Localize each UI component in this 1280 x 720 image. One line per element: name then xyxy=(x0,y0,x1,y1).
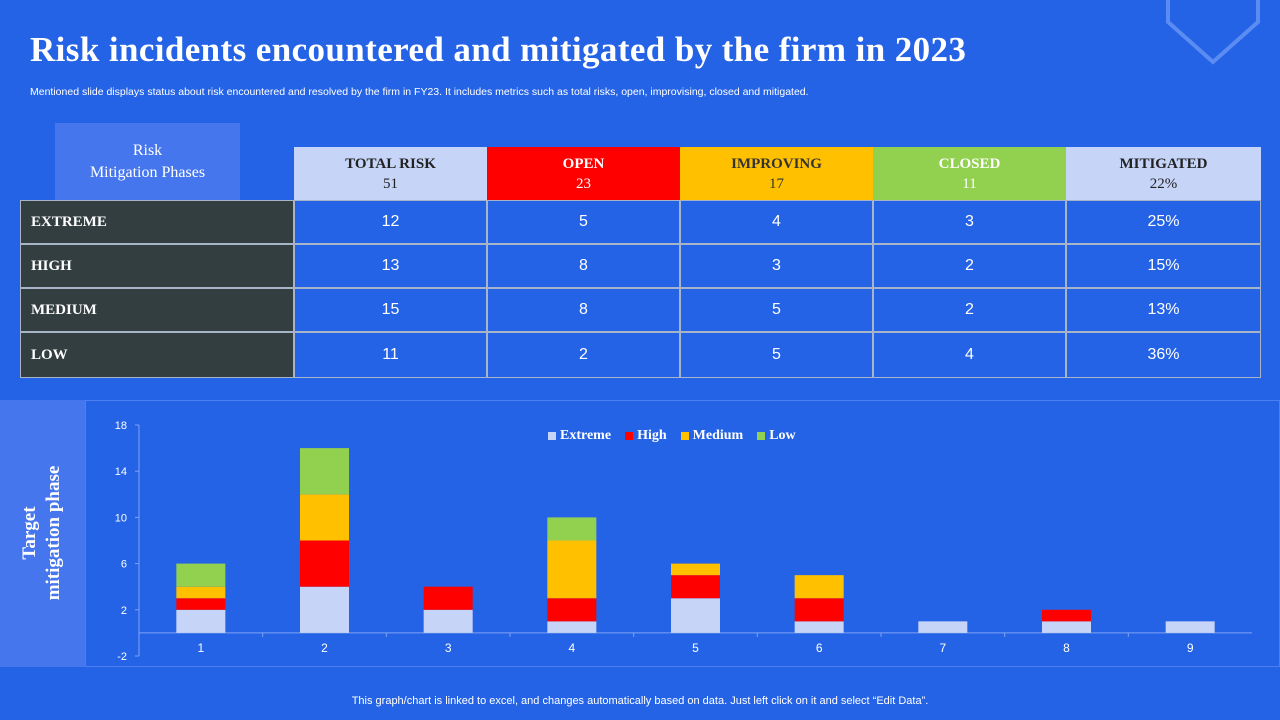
legend-item-high: High xyxy=(625,428,667,444)
risk-mitigation-phases-header: Risk Mitigation Phases xyxy=(55,123,240,200)
legend-item-medium: Medium xyxy=(680,428,744,444)
table-cell: 3 xyxy=(680,244,873,288)
column-header-total: 17 xyxy=(769,175,784,192)
table-cell: 13% xyxy=(1066,288,1261,332)
legend-label: High xyxy=(637,428,667,443)
table-cell: 4 xyxy=(873,332,1066,378)
column-header-total: 22% xyxy=(1149,175,1178,192)
column-header-label: TOTAL RISK xyxy=(345,155,436,172)
table-cell: 8 xyxy=(487,244,680,288)
table-cell: 11 xyxy=(294,332,487,378)
legend-label: Extreme xyxy=(560,428,612,443)
hexagon-decoration-icon xyxy=(1166,0,1260,65)
legend-label: Medium xyxy=(692,428,744,443)
page-title: Risk incidents encountered and mitigated… xyxy=(30,30,967,69)
table-cell: 8 xyxy=(487,288,680,332)
side-label-line1: Target xyxy=(19,506,40,560)
column-header-improving: IMPROVING 17 xyxy=(680,147,873,200)
table-cell: 2 xyxy=(873,288,1066,332)
table-cell: 5 xyxy=(680,332,873,378)
side-label-line2: mitigation phase xyxy=(43,465,64,601)
page-subtitle: Mentioned slide displays status about ri… xyxy=(30,86,809,98)
column-header-total: 23 xyxy=(576,175,591,192)
row-label-high: HIGH xyxy=(20,244,294,288)
legend-item-extreme: Extreme xyxy=(548,428,611,444)
table-cell: 15 xyxy=(294,288,487,332)
legend-item-low: Low xyxy=(757,428,796,444)
footer-note: This graph/chart is linked to excel, and… xyxy=(351,695,929,707)
phase-label-line2: Mitigation Phases xyxy=(89,163,206,181)
column-header-total: 11 xyxy=(962,175,977,192)
column-header-total-risk: TOTAL RISK 51 xyxy=(294,147,487,200)
row-label-extreme: EXTREME xyxy=(20,200,294,244)
chart-legend: Extreme High Medium Low xyxy=(548,428,796,444)
column-header-open: OPEN 23 xyxy=(487,147,680,200)
phase-label-line1: Risk xyxy=(132,141,163,159)
table-cell: 5 xyxy=(680,288,873,332)
legend-swatch xyxy=(680,432,689,440)
row-label-medium: MEDIUM xyxy=(20,288,294,332)
column-header-label: CLOSED xyxy=(938,155,1001,172)
column-header-mitigated: MITIGATED 22% xyxy=(1066,147,1261,200)
target-mitigation-phase-panel xyxy=(0,400,85,667)
table-cell: 12 xyxy=(294,200,487,244)
column-header-closed: CLOSED 11 xyxy=(873,147,1066,200)
legend-label: Low xyxy=(769,428,796,443)
column-header-label: OPEN xyxy=(562,155,605,172)
column-header-total: 51 xyxy=(383,175,398,192)
row-label-low: LOW xyxy=(20,332,294,378)
column-header-label: IMPROVING xyxy=(731,155,822,172)
table-cell: 3 xyxy=(873,200,1066,244)
target-mitigation-phase-label: Target mitigation phase xyxy=(18,466,66,601)
table-cell: 2 xyxy=(487,332,680,378)
legend-swatch xyxy=(757,432,766,440)
legend-swatch xyxy=(625,432,634,440)
table-cell: 2 xyxy=(873,244,1066,288)
column-header-label: MITIGATED xyxy=(1119,155,1208,172)
table-cell: 36% xyxy=(1066,332,1261,378)
legend-swatch xyxy=(548,432,556,440)
table-cell: 25% xyxy=(1066,200,1261,244)
table-cell: 5 xyxy=(487,200,680,244)
table-cell: 15% xyxy=(1066,244,1261,288)
table-cell: 4 xyxy=(680,200,873,244)
table-cell: 13 xyxy=(294,244,487,288)
